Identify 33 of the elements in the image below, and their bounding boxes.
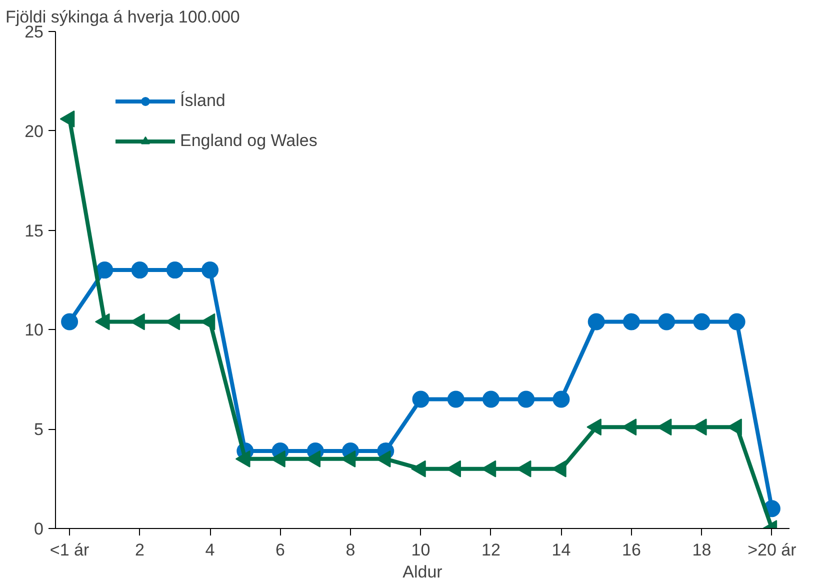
y-tick-label: 20 <box>24 122 44 141</box>
x-tick-label: 14 <box>552 540 571 560</box>
y-tick-label: 10 <box>24 320 44 340</box>
x-tick-label: 10 <box>411 540 430 560</box>
point <box>412 390 430 408</box>
x-tick-label: 2 <box>135 540 145 560</box>
point <box>94 313 110 330</box>
point <box>482 390 500 408</box>
x-tick-label: 12 <box>482 540 500 560</box>
point <box>60 110 75 128</box>
point <box>622 313 640 330</box>
point <box>235 450 250 468</box>
y-tick-label: 0 <box>34 520 44 538</box>
x-tick-label: 8 <box>346 540 356 560</box>
x-tick-label: 6 <box>276 540 286 560</box>
legend-label: England og Wales <box>180 131 318 151</box>
x-tick-label: <1 ár <box>50 540 90 560</box>
point <box>728 313 746 330</box>
y-tick-label: 15 <box>24 221 44 240</box>
x-tick-label: 16 <box>622 540 641 560</box>
x-tick-label: >20 ár <box>748 540 797 560</box>
point <box>518 390 535 408</box>
point <box>447 390 464 408</box>
point <box>411 460 426 478</box>
point <box>693 313 710 330</box>
legend-label: Ísland <box>180 91 226 111</box>
point <box>588 313 605 330</box>
x-tick-label: 4 <box>205 540 215 560</box>
point <box>658 313 676 330</box>
x-axis-title: Aldur <box>402 562 443 582</box>
y-tick-label: 5 <box>34 420 44 440</box>
point <box>552 390 570 408</box>
x-tick-label: 18 <box>692 540 712 560</box>
